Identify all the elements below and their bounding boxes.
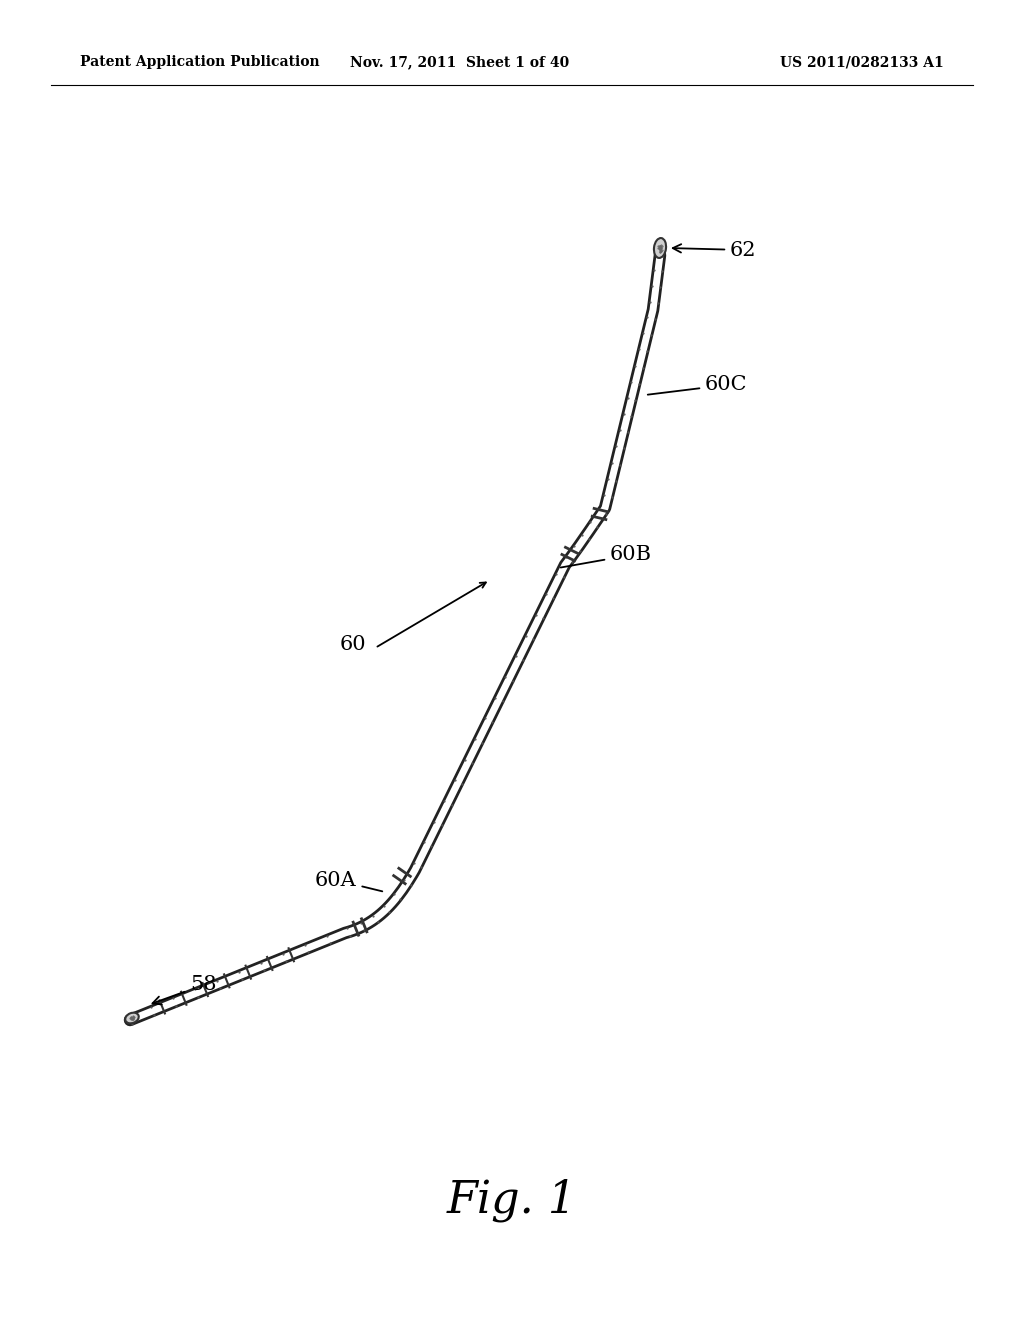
- Text: 60C: 60C: [648, 375, 748, 395]
- Text: 60B: 60B: [561, 545, 652, 568]
- Text: Nov. 17, 2011  Sheet 1 of 40: Nov. 17, 2011 Sheet 1 of 40: [350, 55, 569, 69]
- Ellipse shape: [125, 1012, 139, 1023]
- Text: Patent Application Publication: Patent Application Publication: [80, 55, 319, 69]
- Text: Fig. 1: Fig. 1: [446, 1179, 578, 1222]
- Text: 60A: 60A: [315, 870, 382, 891]
- Text: US 2011/0282133 A1: US 2011/0282133 A1: [780, 55, 944, 69]
- Ellipse shape: [654, 238, 666, 257]
- Text: 62: 62: [673, 240, 757, 260]
- Text: 60: 60: [340, 635, 367, 655]
- Text: 58: 58: [153, 975, 216, 1005]
